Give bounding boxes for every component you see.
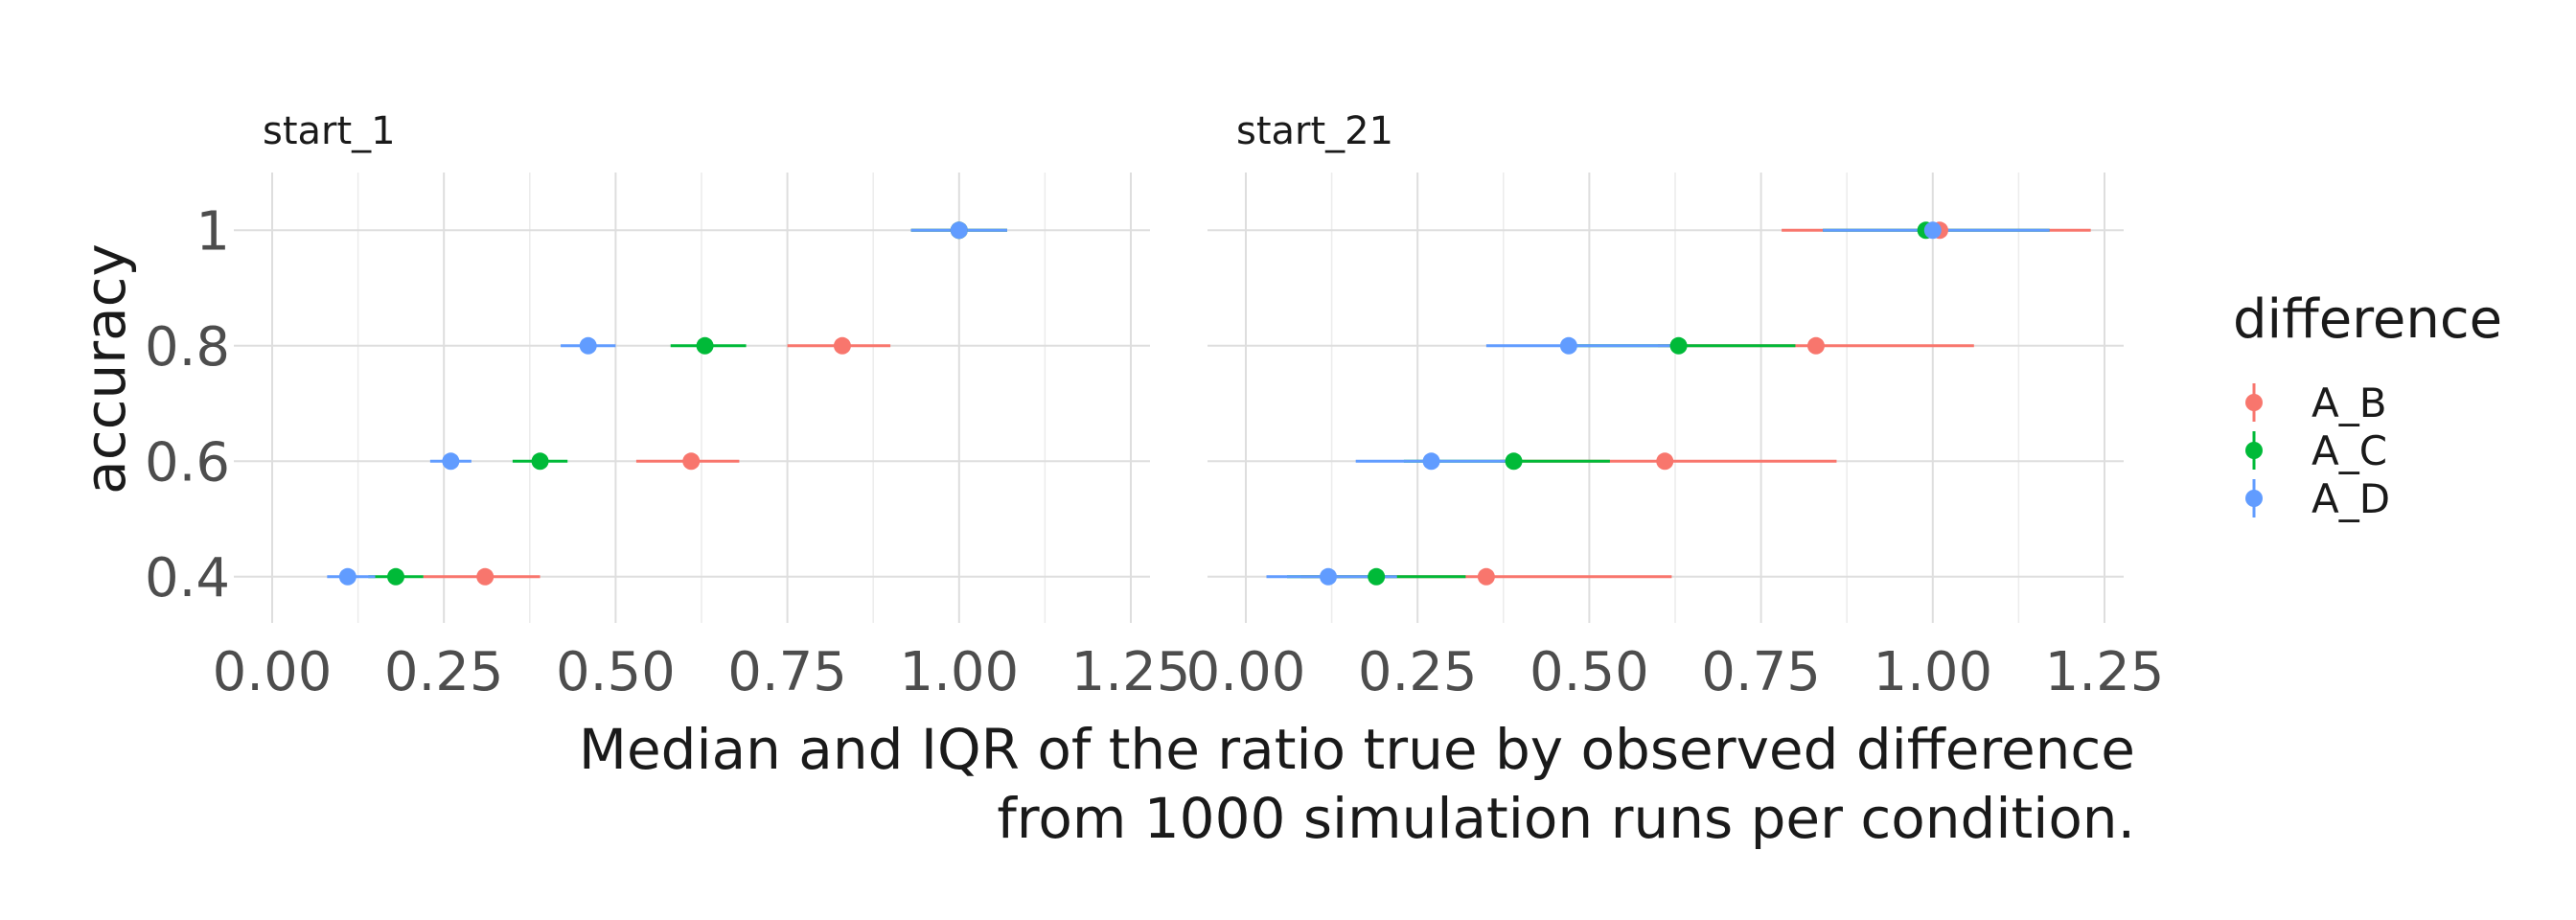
- median-point-a-c: [1669, 336, 1688, 355]
- legend-title: difference: [2233, 288, 2502, 351]
- median-point-a-d: [338, 567, 356, 586]
- caption-line: Median and IQR of the ratio true by obse…: [579, 717, 2135, 782]
- median-point-a-d: [1320, 567, 1338, 586]
- x-tick-label: 0.50: [1530, 641, 1649, 703]
- median-point-a-b: [1656, 452, 1674, 471]
- x-tick-label: 0.50: [556, 641, 676, 703]
- x-tick-label: 0.00: [213, 641, 333, 703]
- y-tick-label: 0.4: [145, 547, 230, 610]
- median-point-a-b: [1477, 567, 1495, 586]
- x-tick-label: 1.00: [1873, 641, 1992, 703]
- x-tick-label: 1.25: [1071, 641, 1191, 703]
- x-tick-label: 0.75: [727, 641, 847, 703]
- median-point-a-d: [1923, 221, 1942, 240]
- median-point-a-d: [442, 452, 460, 471]
- legend-label: A_D: [2312, 475, 2390, 522]
- legend-key-point: [2245, 490, 2263, 507]
- legend-label: A_C: [2312, 427, 2387, 474]
- median-point-a-c: [1368, 567, 1386, 586]
- median-point-a-d: [950, 221, 968, 240]
- caption-line: from 1000 simulation runs per condition.: [997, 786, 2135, 851]
- y-axis-title: accuracy: [73, 243, 138, 494]
- y-tick-label: 1: [196, 200, 230, 263]
- median-point-a-c: [531, 452, 549, 471]
- median-point-a-c: [696, 336, 714, 355]
- y-tick-label: 0.8: [145, 316, 230, 379]
- median-point-a-b: [682, 452, 701, 471]
- facet-title: start_1: [263, 109, 396, 153]
- legend-key-point: [2245, 442, 2263, 459]
- x-tick-label: 1.00: [899, 641, 1019, 703]
- median-point-a-c: [387, 567, 405, 586]
- median-point-a-b: [1806, 336, 1825, 355]
- x-tick-label: 1.25: [2045, 641, 2165, 703]
- median-point-a-c: [1505, 452, 1523, 471]
- median-point-a-d: [1422, 452, 1440, 471]
- legend-label: A_B: [2312, 380, 2387, 426]
- x-tick-label: 0.00: [1186, 641, 1306, 703]
- x-tick-label: 0.25: [384, 641, 504, 703]
- median-point-a-b: [476, 567, 494, 586]
- median-point-a-d: [1559, 336, 1577, 355]
- y-tick-label: 0.6: [145, 431, 230, 494]
- x-tick-label: 0.75: [1701, 641, 1821, 703]
- median-point-a-d: [579, 336, 597, 355]
- median-point-a-b: [833, 336, 851, 355]
- facet-title: start_21: [1236, 109, 1393, 153]
- legend-key-point: [2245, 394, 2263, 411]
- x-tick-label: 0.25: [1358, 641, 1478, 703]
